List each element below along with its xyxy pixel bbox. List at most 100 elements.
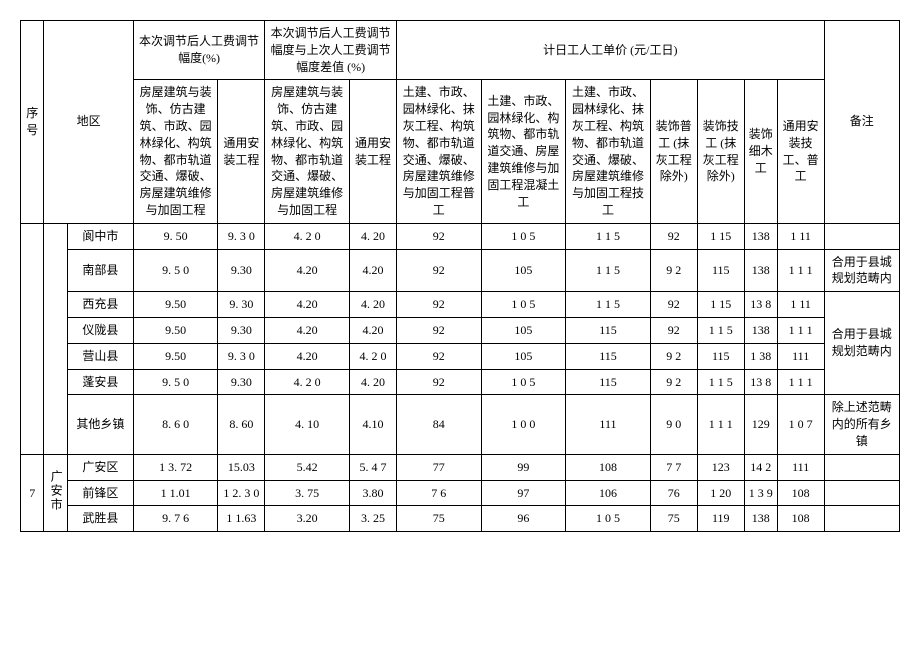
- cell: 1 1.63: [218, 506, 265, 532]
- cell-remark: 除上述范畴内的所有乡镇: [824, 395, 899, 454]
- cell: 1 20: [697, 480, 744, 506]
- cell: 8. 60: [218, 395, 265, 454]
- table-row: 营山县 9.50 9. 3 0 4.20 4. 2 0 92 105 115 9…: [21, 343, 900, 369]
- cell: 77: [396, 454, 481, 480]
- cell: 1 3. 72: [133, 454, 218, 480]
- cell: 1 1 5: [566, 223, 651, 249]
- table-row: 仪陇县 9.50 9.30 4.20 4.20 92 105 115 92 1 …: [21, 317, 900, 343]
- hdr-group3: 计日工人工单价 (元/工日): [396, 21, 824, 80]
- cell: 115: [697, 249, 744, 292]
- cell: 111: [777, 454, 824, 480]
- hdr-d: 通用安装工程: [349, 80, 396, 223]
- cell: 105: [481, 343, 566, 369]
- cell-name: 蓬安县: [67, 369, 133, 395]
- cell: 92: [396, 343, 481, 369]
- cell-region1: [44, 223, 67, 454]
- hdr-e: 土建、市政、园林绿化、抹灰工程、构筑物、都市轨道交通、爆破、房屋建筑维修与加固工…: [396, 80, 481, 223]
- cell: 13 8: [744, 292, 777, 318]
- cell: 75: [396, 506, 481, 532]
- cell: 1 0 7: [777, 395, 824, 454]
- cell: 1 2. 3 0: [218, 480, 265, 506]
- cell: 1 0 5: [481, 223, 566, 249]
- table-row: 阆中市 9. 50 9. 3 0 4. 2 0 4. 20 92 1 0 5 1…: [21, 223, 900, 249]
- cell: 4. 20: [349, 223, 396, 249]
- cell: 9 0: [650, 395, 697, 454]
- cell: 123: [697, 454, 744, 480]
- cell: 1 0 5: [481, 369, 566, 395]
- cell-remark: [824, 506, 899, 532]
- cell-remark-group: 合用于县城规划范畴内: [824, 292, 899, 395]
- cell: 5. 4 7: [349, 454, 396, 480]
- cell: 129: [744, 395, 777, 454]
- cell: 97: [481, 480, 566, 506]
- cell: 108: [777, 506, 824, 532]
- cell: 1 3 9: [744, 480, 777, 506]
- cell: 1 1 5: [566, 292, 651, 318]
- cell: 96: [481, 506, 566, 532]
- cell: 9 2: [650, 369, 697, 395]
- table-body: 阆中市 9. 50 9. 3 0 4. 2 0 4. 20 92 1 0 5 1…: [21, 223, 900, 531]
- hdr-group1: 本次调节后人工费调节幅度(%): [133, 21, 265, 80]
- cell: 9. 7 6: [133, 506, 218, 532]
- cell: 14 2: [744, 454, 777, 480]
- cell: 7 7: [650, 454, 697, 480]
- table-row: 武胜县 9. 7 6 1 1.63 3.20 3. 25 75 96 1 0 5…: [21, 506, 900, 532]
- cell: 3. 25: [349, 506, 396, 532]
- cell: 1 15: [697, 292, 744, 318]
- cell: 111: [566, 395, 651, 454]
- cell: 1 38: [744, 343, 777, 369]
- cell-name: 西充县: [67, 292, 133, 318]
- cell-seq: 7: [21, 454, 44, 531]
- table-row: 蓬安县 9. 5 0 9.30 4. 2 0 4. 20 92 1 0 5 11…: [21, 369, 900, 395]
- cell: 1 1 1: [777, 317, 824, 343]
- cell: 1 1 1: [777, 369, 824, 395]
- cell: 75: [650, 506, 697, 532]
- cell: 105: [481, 317, 566, 343]
- cell: 4.20: [265, 317, 350, 343]
- cell: 4.20: [265, 292, 350, 318]
- cell: 1 15: [697, 223, 744, 249]
- cell: 115: [566, 343, 651, 369]
- cell-remark: [824, 223, 899, 249]
- cell: 1 1 5: [697, 317, 744, 343]
- cell-name: 南部县: [67, 249, 133, 292]
- cell: 1 1.01: [133, 480, 218, 506]
- cell: 105: [481, 249, 566, 292]
- table-row: 7 广安市 广安区 1 3. 72 15.03 5.42 5. 4 7 77 9…: [21, 454, 900, 480]
- cell: 9. 50: [133, 223, 218, 249]
- hdr-h: 装饰普工 (抹灰工程除外): [650, 80, 697, 223]
- cell: 1 11: [777, 292, 824, 318]
- cell: 138: [744, 506, 777, 532]
- hdr-remark: 备注: [824, 21, 899, 224]
- cell: 4.20: [265, 343, 350, 369]
- cell: 3. 75: [265, 480, 350, 506]
- cell: 84: [396, 395, 481, 454]
- cell: 4. 2 0: [265, 369, 350, 395]
- region-name: 广安市: [47, 470, 64, 512]
- cell: 9. 5 0: [133, 369, 218, 395]
- cell: 9 2: [650, 249, 697, 292]
- cell: 1 1 5: [697, 369, 744, 395]
- hdr-j: 装饰细木工: [744, 80, 777, 223]
- cell: 92: [396, 292, 481, 318]
- cell: 9.30: [218, 317, 265, 343]
- cell: 15.03: [218, 454, 265, 480]
- hdr-c: 房屋建筑与装饰、仿古建筑、市政、园林绿化、构筑物、都市轨道交通、爆破、房屋建筑维…: [265, 80, 350, 223]
- cell: 9.50: [133, 292, 218, 318]
- cell-remark: [824, 454, 899, 480]
- cell: 92: [650, 223, 697, 249]
- cell: 4. 2 0: [265, 223, 350, 249]
- cell: 5.42: [265, 454, 350, 480]
- hdr-a: 房屋建筑与装饰、仿古建筑、市政、园林绿化、构筑物、都市轨道交通、爆破、房屋建筑维…: [133, 80, 218, 223]
- cell-name: 武胜县: [67, 506, 133, 532]
- cell: 9.30: [218, 249, 265, 292]
- cell-name: 营山县: [67, 343, 133, 369]
- cell: 1 0 0: [481, 395, 566, 454]
- table-row: 西充县 9.50 9. 30 4.20 4. 20 92 1 0 5 1 1 5…: [21, 292, 900, 318]
- cell-name: 其他乡镇: [67, 395, 133, 454]
- cell-name: 仪陇县: [67, 317, 133, 343]
- cell: 9.30: [218, 369, 265, 395]
- cell: 7 6: [396, 480, 481, 506]
- cell-name: 前锋区: [67, 480, 133, 506]
- cell: 92: [396, 249, 481, 292]
